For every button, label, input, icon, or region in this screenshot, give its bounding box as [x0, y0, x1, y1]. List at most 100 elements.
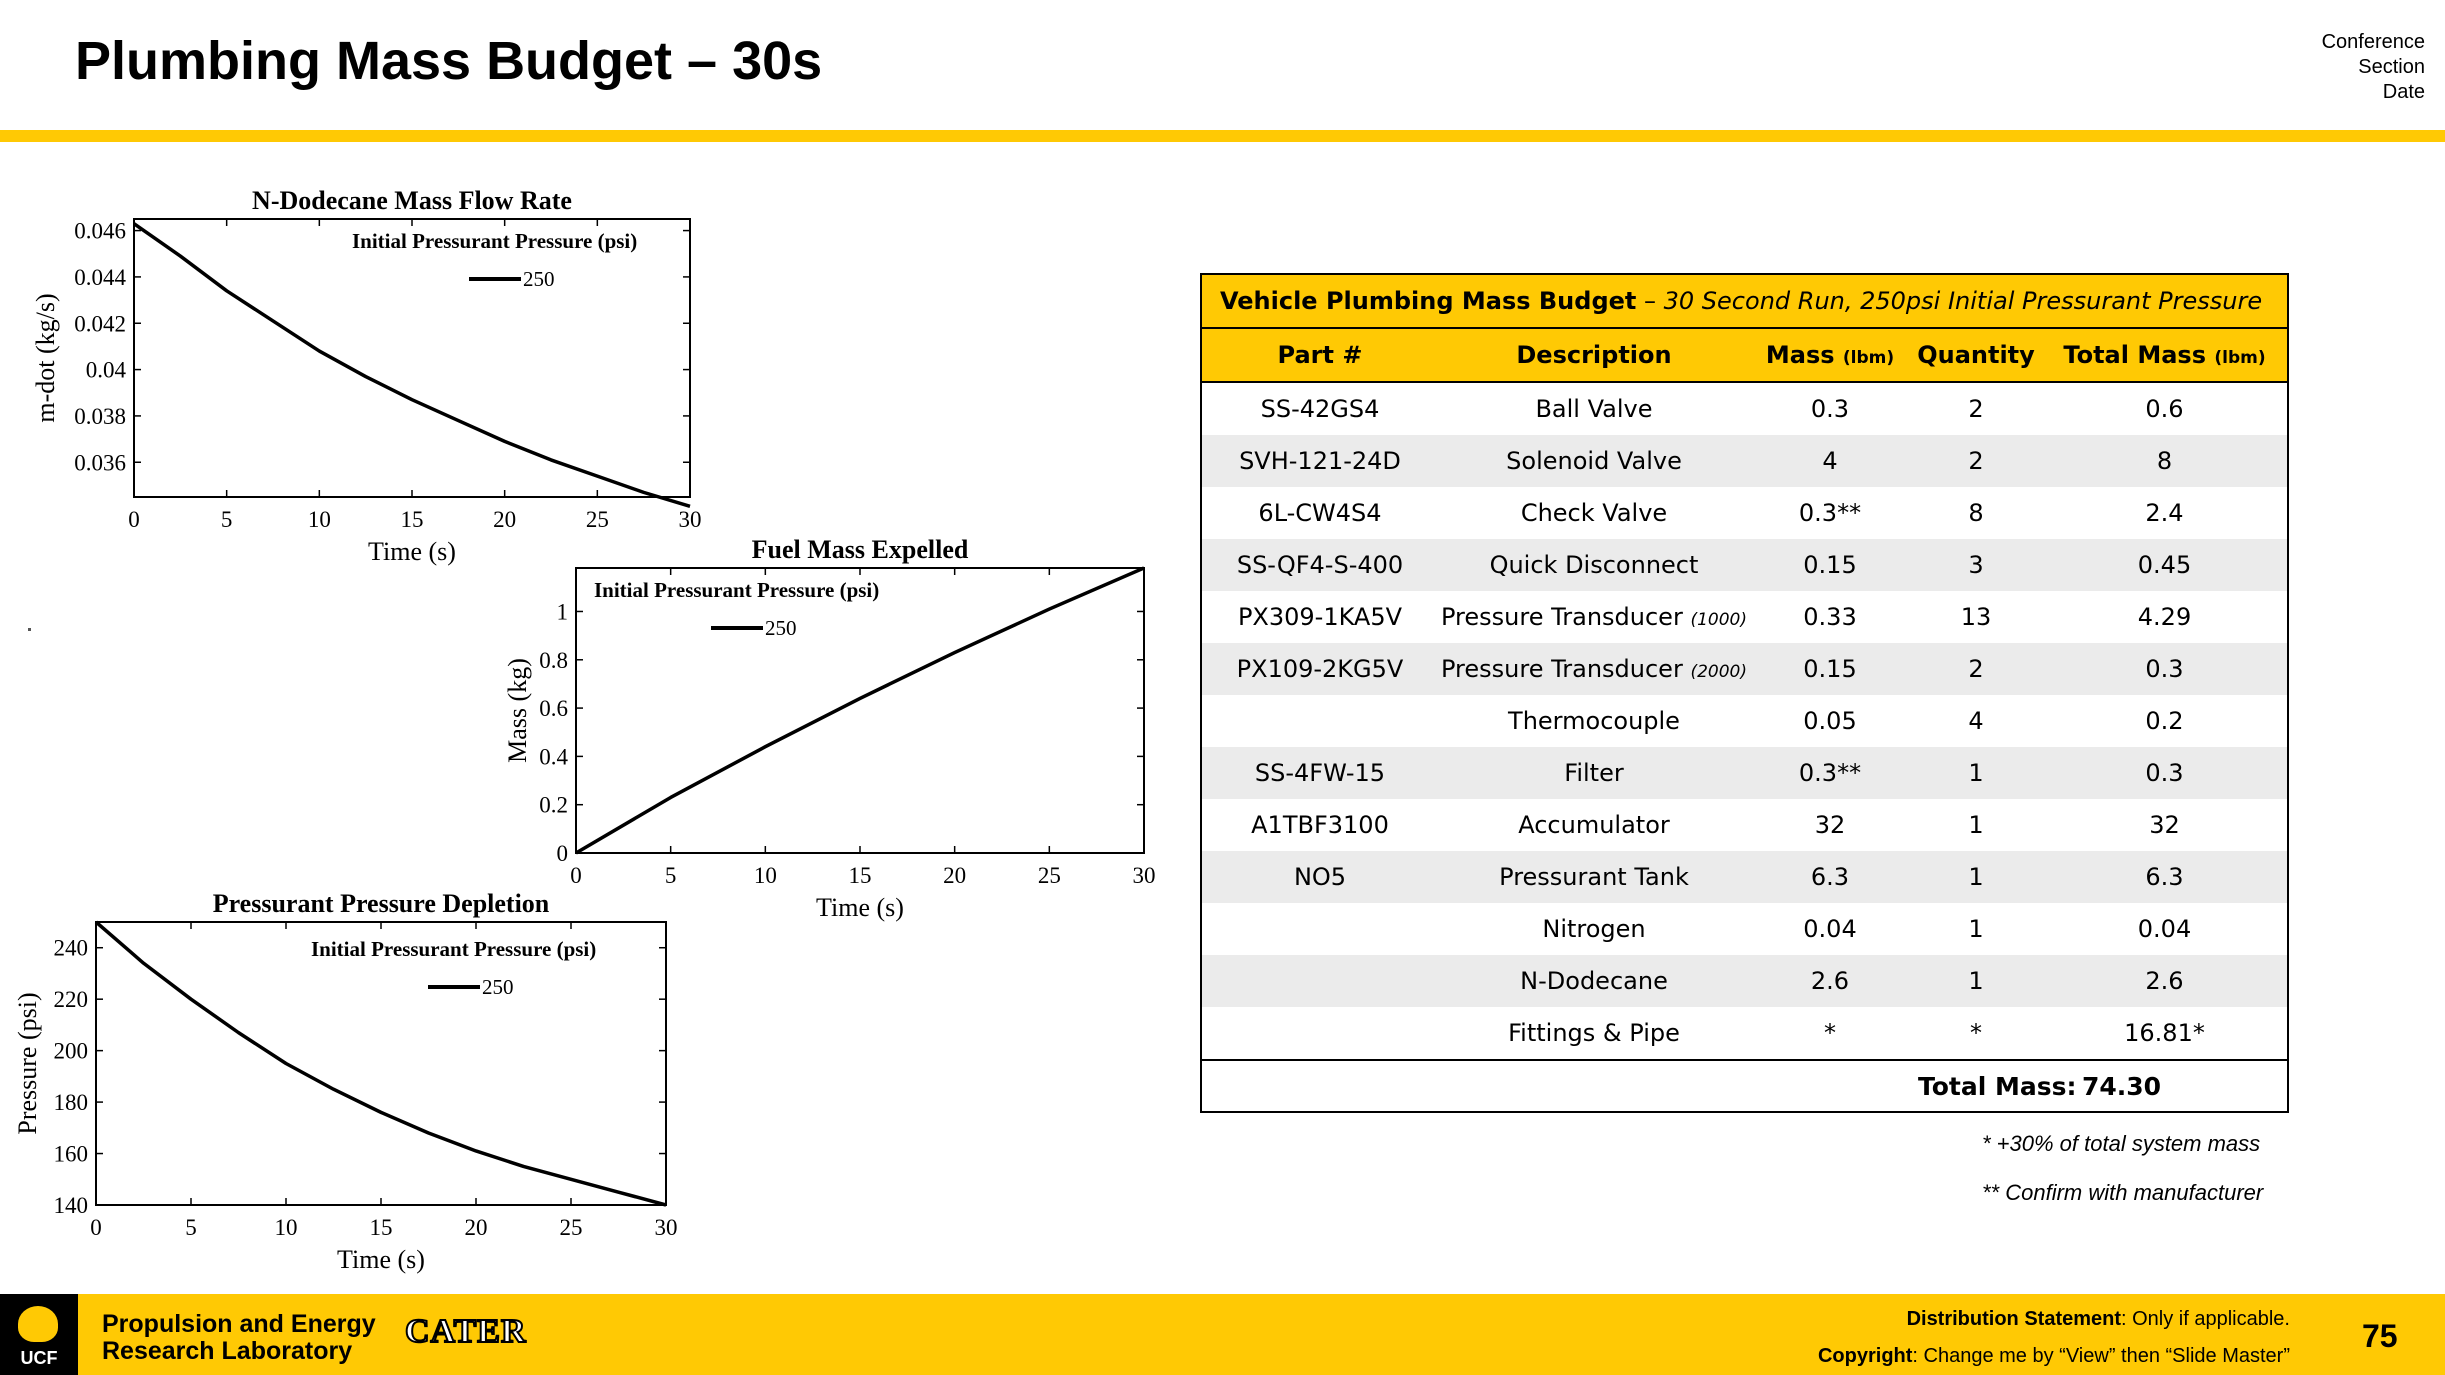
description-text: Quick Disconnect: [1489, 551, 1699, 579]
table-row: SVH-121-24D Solenoid Valve 4 2 8: [1202, 435, 2287, 487]
series-line: [132, 222, 691, 508]
cell-part: PX109-2KG5V: [1202, 643, 1438, 695]
cell-part: SVH-121-24D: [1202, 435, 1438, 487]
footer-bar: UCF Propulsion and Energy Research Labor…: [0, 1294, 2445, 1375]
cell-quantity: 3: [1910, 539, 2042, 591]
description-note: (2000): [1690, 662, 1747, 682]
x-tick-label: 10: [308, 507, 331, 532]
accent-bar: [0, 130, 2445, 142]
x-tick-label: 10: [275, 1215, 298, 1240]
table-row: 6L-CW4S4 Check Valve 0.3** 8 2.4: [1202, 487, 2287, 539]
cell-mass: 32: [1814, 811, 1846, 839]
description-text: Ball Valve: [1535, 395, 1653, 423]
cell-description: Filter: [1438, 747, 1750, 799]
distribution-label: Distribution Statement: [1906, 1308, 2122, 1330]
cell-description: Ball Valve: [1438, 382, 1750, 435]
series-line: [94, 920, 667, 1207]
cell-description: Thermocouple: [1438, 695, 1750, 747]
cell-description: N-Dodecane: [1438, 955, 1750, 1007]
y-tick-label: 0: [557, 841, 569, 866]
cell-part: 6L-CW4S4: [1258, 499, 1382, 527]
y-tick-label: 1: [557, 599, 569, 624]
cell-description: Pressurant Tank: [1438, 851, 1750, 903]
total-row: Total Mass: 74.30: [1202, 1059, 2287, 1111]
x-tick-label: 0: [128, 507, 140, 532]
cell-description: Nitrogen: [1438, 903, 1750, 955]
cell-total-mass: 0.2: [2145, 707, 2184, 735]
y-tick-label: 0.042: [74, 311, 126, 336]
x-tick-label: 20: [465, 1215, 488, 1240]
x-tick-label: 30: [1133, 863, 1156, 888]
cell-description: Solenoid Valve: [1438, 435, 1750, 487]
table-title-dash: –: [1636, 287, 1664, 315]
y-tick-label: 0.044: [74, 265, 126, 290]
x-tick-label: 25: [1038, 863, 1061, 888]
plot-area: [575, 567, 1145, 854]
cell-mass: 0.04: [1803, 915, 1857, 943]
description-text: Solenoid Valve: [1506, 447, 1682, 475]
cater-logo: CATER: [404, 1312, 527, 1351]
table-row: SS-QF4-S-400 Quick Disconnect 0.15 3 0.45: [1202, 539, 2287, 591]
header-total-label: Total Mass: [2063, 341, 2206, 369]
ucf-logo: UCF: [0, 1294, 78, 1375]
header-total-mass: Total Mass (lbm): [2042, 329, 2287, 383]
x-tick-label: 15: [401, 507, 424, 532]
pegasus-icon: [18, 1306, 58, 1342]
cell-description: Check Valve: [1438, 487, 1750, 539]
cell-part: [1202, 955, 1438, 1007]
meta-date: Date: [2382, 81, 2425, 103]
cell-part: [1202, 1007, 1438, 1059]
cell-total-mass: 32: [2149, 811, 2180, 839]
cell-quantity: 8: [1968, 499, 1984, 527]
x-tick-label: 0: [570, 863, 582, 888]
y-tick-label: 0.046: [74, 219, 126, 244]
cell-total-mass: 0.45: [2042, 539, 2287, 591]
total-mass-value: 74.30: [2082, 1072, 2162, 1101]
description-text: Check Valve: [1520, 499, 1668, 527]
table-row: Nitrogen 0.04 1 0.04: [1202, 903, 2287, 955]
meta-section: Section: [2358, 56, 2425, 78]
table-row: SS-4FW-15 Filter 0.3** 1 0.3: [1202, 747, 2287, 799]
legend-title: Initial Pressurant Pressure (psi): [311, 937, 596, 961]
chart-title: Pressurant Pressure Depletion: [213, 889, 550, 918]
cell-description: Quick Disconnect: [1438, 539, 1750, 591]
cell-quantity: 1: [1910, 747, 2042, 799]
y-axis-label: Mass (kg): [503, 658, 532, 763]
stray-dot: [28, 628, 31, 631]
x-tick-label: 0: [90, 1215, 102, 1240]
mass-budget-table: Vehicle Plumbing Mass Budget – 30 Second…: [1200, 273, 2289, 1113]
legend-entry: 250: [482, 975, 514, 999]
legend-title: Initial Pressurant Pressure (psi): [594, 578, 879, 602]
page-number: 75: [2362, 1318, 2398, 1354]
cell-quantity: *: [1970, 1019, 1982, 1047]
lab-name-line1: Propulsion and Energy: [102, 1310, 376, 1338]
plot-area: [133, 218, 691, 498]
x-axis-label: Time (s): [816, 893, 904, 922]
table-row: NO5 Pressurant Tank 6.3 1 6.3: [1202, 851, 2287, 903]
description-text: N-Dodecane: [1520, 967, 1668, 995]
cell-mass: 0.3**: [1750, 747, 1910, 799]
cell-mass: 0.3: [1810, 395, 1850, 423]
description-text: Accumulator: [1518, 811, 1670, 839]
plot-area: [95, 921, 667, 1206]
cell-total-mass: 0.3: [2042, 643, 2287, 695]
distribution-statement: Distribution Statement: Only if applicab…: [1907, 1308, 2290, 1331]
note-fittings: * +30% of total system mass: [1982, 1131, 2261, 1156]
x-axis-label: Time (s): [337, 1245, 425, 1274]
table-title-main: Vehicle Plumbing Mass Budget: [1220, 287, 1637, 315]
header-part: Part #: [1202, 329, 1438, 383]
y-axis-label: Pressure (psi): [13, 992, 42, 1134]
description-text: Pressurant Tank: [1499, 863, 1689, 891]
table-title: Vehicle Plumbing Mass Budget – 30 Second…: [1202, 275, 2287, 329]
y-axis-label: m-dot (kg/s): [31, 293, 60, 422]
cell-total-mass: 4.29: [2137, 603, 2192, 631]
series-line: [575, 566, 1145, 855]
lab-name-line2: Research Laboratory: [102, 1337, 353, 1365]
x-tick-label: 5: [665, 863, 677, 888]
cell-quantity: 2: [1910, 435, 2042, 487]
description-text: Nitrogen: [1542, 915, 1646, 943]
chart-title: Fuel Mass Expelled: [752, 535, 969, 564]
x-tick-label: 5: [185, 1215, 197, 1240]
cell-description: Pressure Transducer (1000): [1438, 591, 1750, 643]
